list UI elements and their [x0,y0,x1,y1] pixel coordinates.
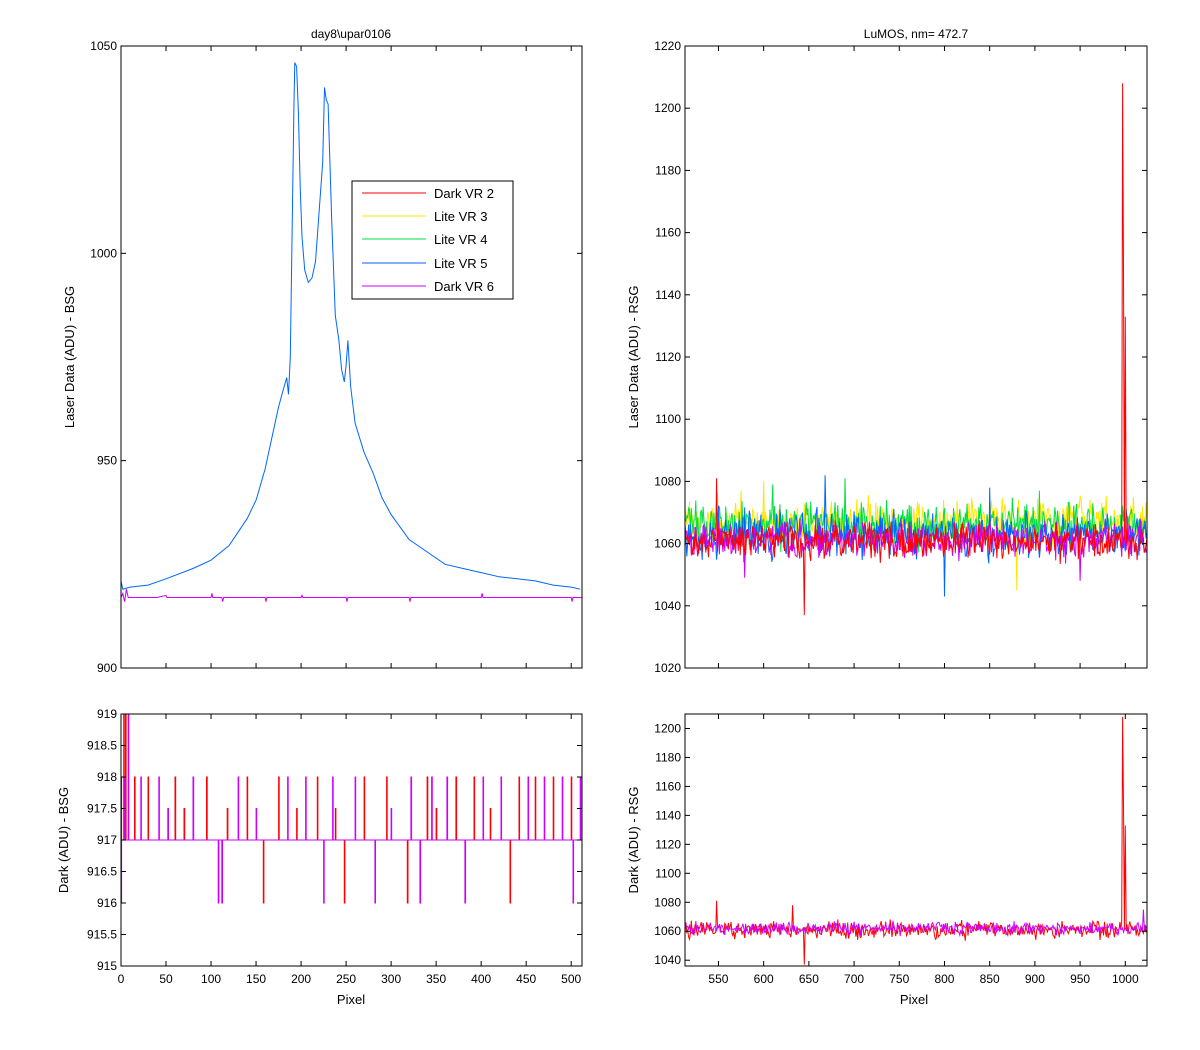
y-tick-label: 1120 [655,837,681,851]
chart-rsg-laser: LuMOS, nm= 472.7 Laser Data (ADU) - RSG … [626,27,1148,675]
x-tick-label: 250 [336,972,356,986]
y-tick-label: 900 [97,661,117,675]
series-line-lite-vr-5 [121,62,581,590]
y-tick-label: 1160 [655,779,681,793]
x-tick-label: 650 [799,972,819,986]
series-line-dark-vr-2 [685,83,1147,616]
y-tick-label: 917.5 [87,802,117,816]
y-tick-label: 1200 [654,721,681,735]
x-tick-label: 150 [246,972,266,986]
plot-frame [120,45,583,669]
x-tick-label: 750 [889,972,909,986]
y-tick-label: 1100 [655,866,681,880]
x-tick-label: 850 [980,972,1000,986]
y-tick-label: 1060 [654,537,681,551]
y-tick-label: 1020 [654,661,681,675]
y-tick-label: 950 [97,454,117,468]
x-tick-label: 50 [159,972,173,986]
x-axis-label: Pixel [900,992,928,1007]
y-tick-label: 1220 [654,39,681,53]
y-tick-label: 1080 [654,895,681,909]
x-tick-label: 450 [516,972,536,986]
y-tick-label: 1180 [655,750,681,764]
x-axis-label: Pixel [337,992,365,1007]
x-tick-label: 100 [201,972,221,986]
chart-bsg-dark: Dark (ADU) - BSG Pixel 915 915.5 916 916.5 9… [56,707,583,1007]
y-tick-label: 1120 [655,350,681,364]
x-tick-label: 800 [934,972,954,986]
legend-label-lite-vr-5: Lite VR 5 [434,256,487,271]
x-tick-label: 600 [754,972,774,986]
series-line-dark-vr-6 [685,909,1147,938]
x-tick-label: 400 [471,972,491,986]
y-tick-label: 1180 [655,163,681,177]
x-tick-label: 0 [118,972,125,986]
x-tick-label: 550 [708,972,728,986]
legend-label-lite-vr-4: Lite VR 4 [434,232,487,247]
x-tick-label: 950 [1070,972,1090,986]
y-tick-label: 915.5 [87,928,117,942]
y-tick-label: 916.5 [87,865,117,879]
y-tick-label: 919 [97,707,117,721]
legend-label-lite-vr-3: Lite VR 3 [434,209,487,224]
y-tick-label: 1140 [655,288,681,302]
y-tick-label: 1040 [654,953,681,967]
x-tick-label: 900 [1025,972,1045,986]
y-tick-label: 1000 [90,246,117,260]
legend-label-dark-vr-6: Dark VR 6 [434,279,494,294]
legend-label-dark-vr-2: Dark VR 2 [434,186,494,201]
y-axis-label: Dark (ADU) - BSG [56,787,71,893]
y-tick-label: 1140 [655,808,681,822]
legend-box [351,180,514,300]
plot-frame [684,45,1148,669]
y-tick-label: 1080 [654,474,681,488]
chart-title: LuMOS, nm= 472.7 [864,27,969,41]
series-line-dark-vr-6 [121,589,582,602]
x-tick-label: 350 [426,972,446,986]
series-line-lite-vr-3 [685,481,1147,591]
y-axis-label: Dark (ADU) - RSG [626,787,641,894]
y-tick-label: 1160 [655,226,681,240]
y-tick-label: 915 [97,959,117,973]
y-tick-label: 1200 [654,101,681,115]
y-tick-label: 917 [97,833,117,847]
y-axis-label: Laser Data (ADU) - RSG [626,285,641,428]
chart-bsg-laser: day8\upar0106 Laser Data (ADU) - BSG 900… [62,27,583,675]
chart-title: day8\upar0106 [311,27,391,41]
x-tick-label: 200 [291,972,311,986]
y-tick-label: 918 [97,770,117,784]
x-tick-label: 1000 [1112,972,1139,986]
x-tick-label: 300 [381,972,401,986]
series-line-dark-vr-2 [121,714,582,904]
chart-rsg-dark: Dark (ADU) - RSG Pixel 1040 1060 1080 1100 1… [626,713,1148,1007]
y-tick-label: 1060 [654,924,681,938]
x-tick-label: 700 [844,972,864,986]
y-tick-label: 916 [97,896,117,910]
x-tick-label: 500 [561,972,581,986]
y-tick-label: 1050 [90,39,117,53]
series-line-dark-vr-6 [121,714,582,904]
legend: Dark VR 2 Lite VR 3 Lite VR 4 Lite VR 5 … [351,180,514,300]
y-tick-label: 1040 [654,599,681,613]
y-axis-label: Laser Data (ADU) - BSG [62,286,77,428]
y-tick-label: 1100 [655,412,681,426]
y-tick-label: 918.5 [87,739,117,753]
plot-frame [684,713,1148,967]
